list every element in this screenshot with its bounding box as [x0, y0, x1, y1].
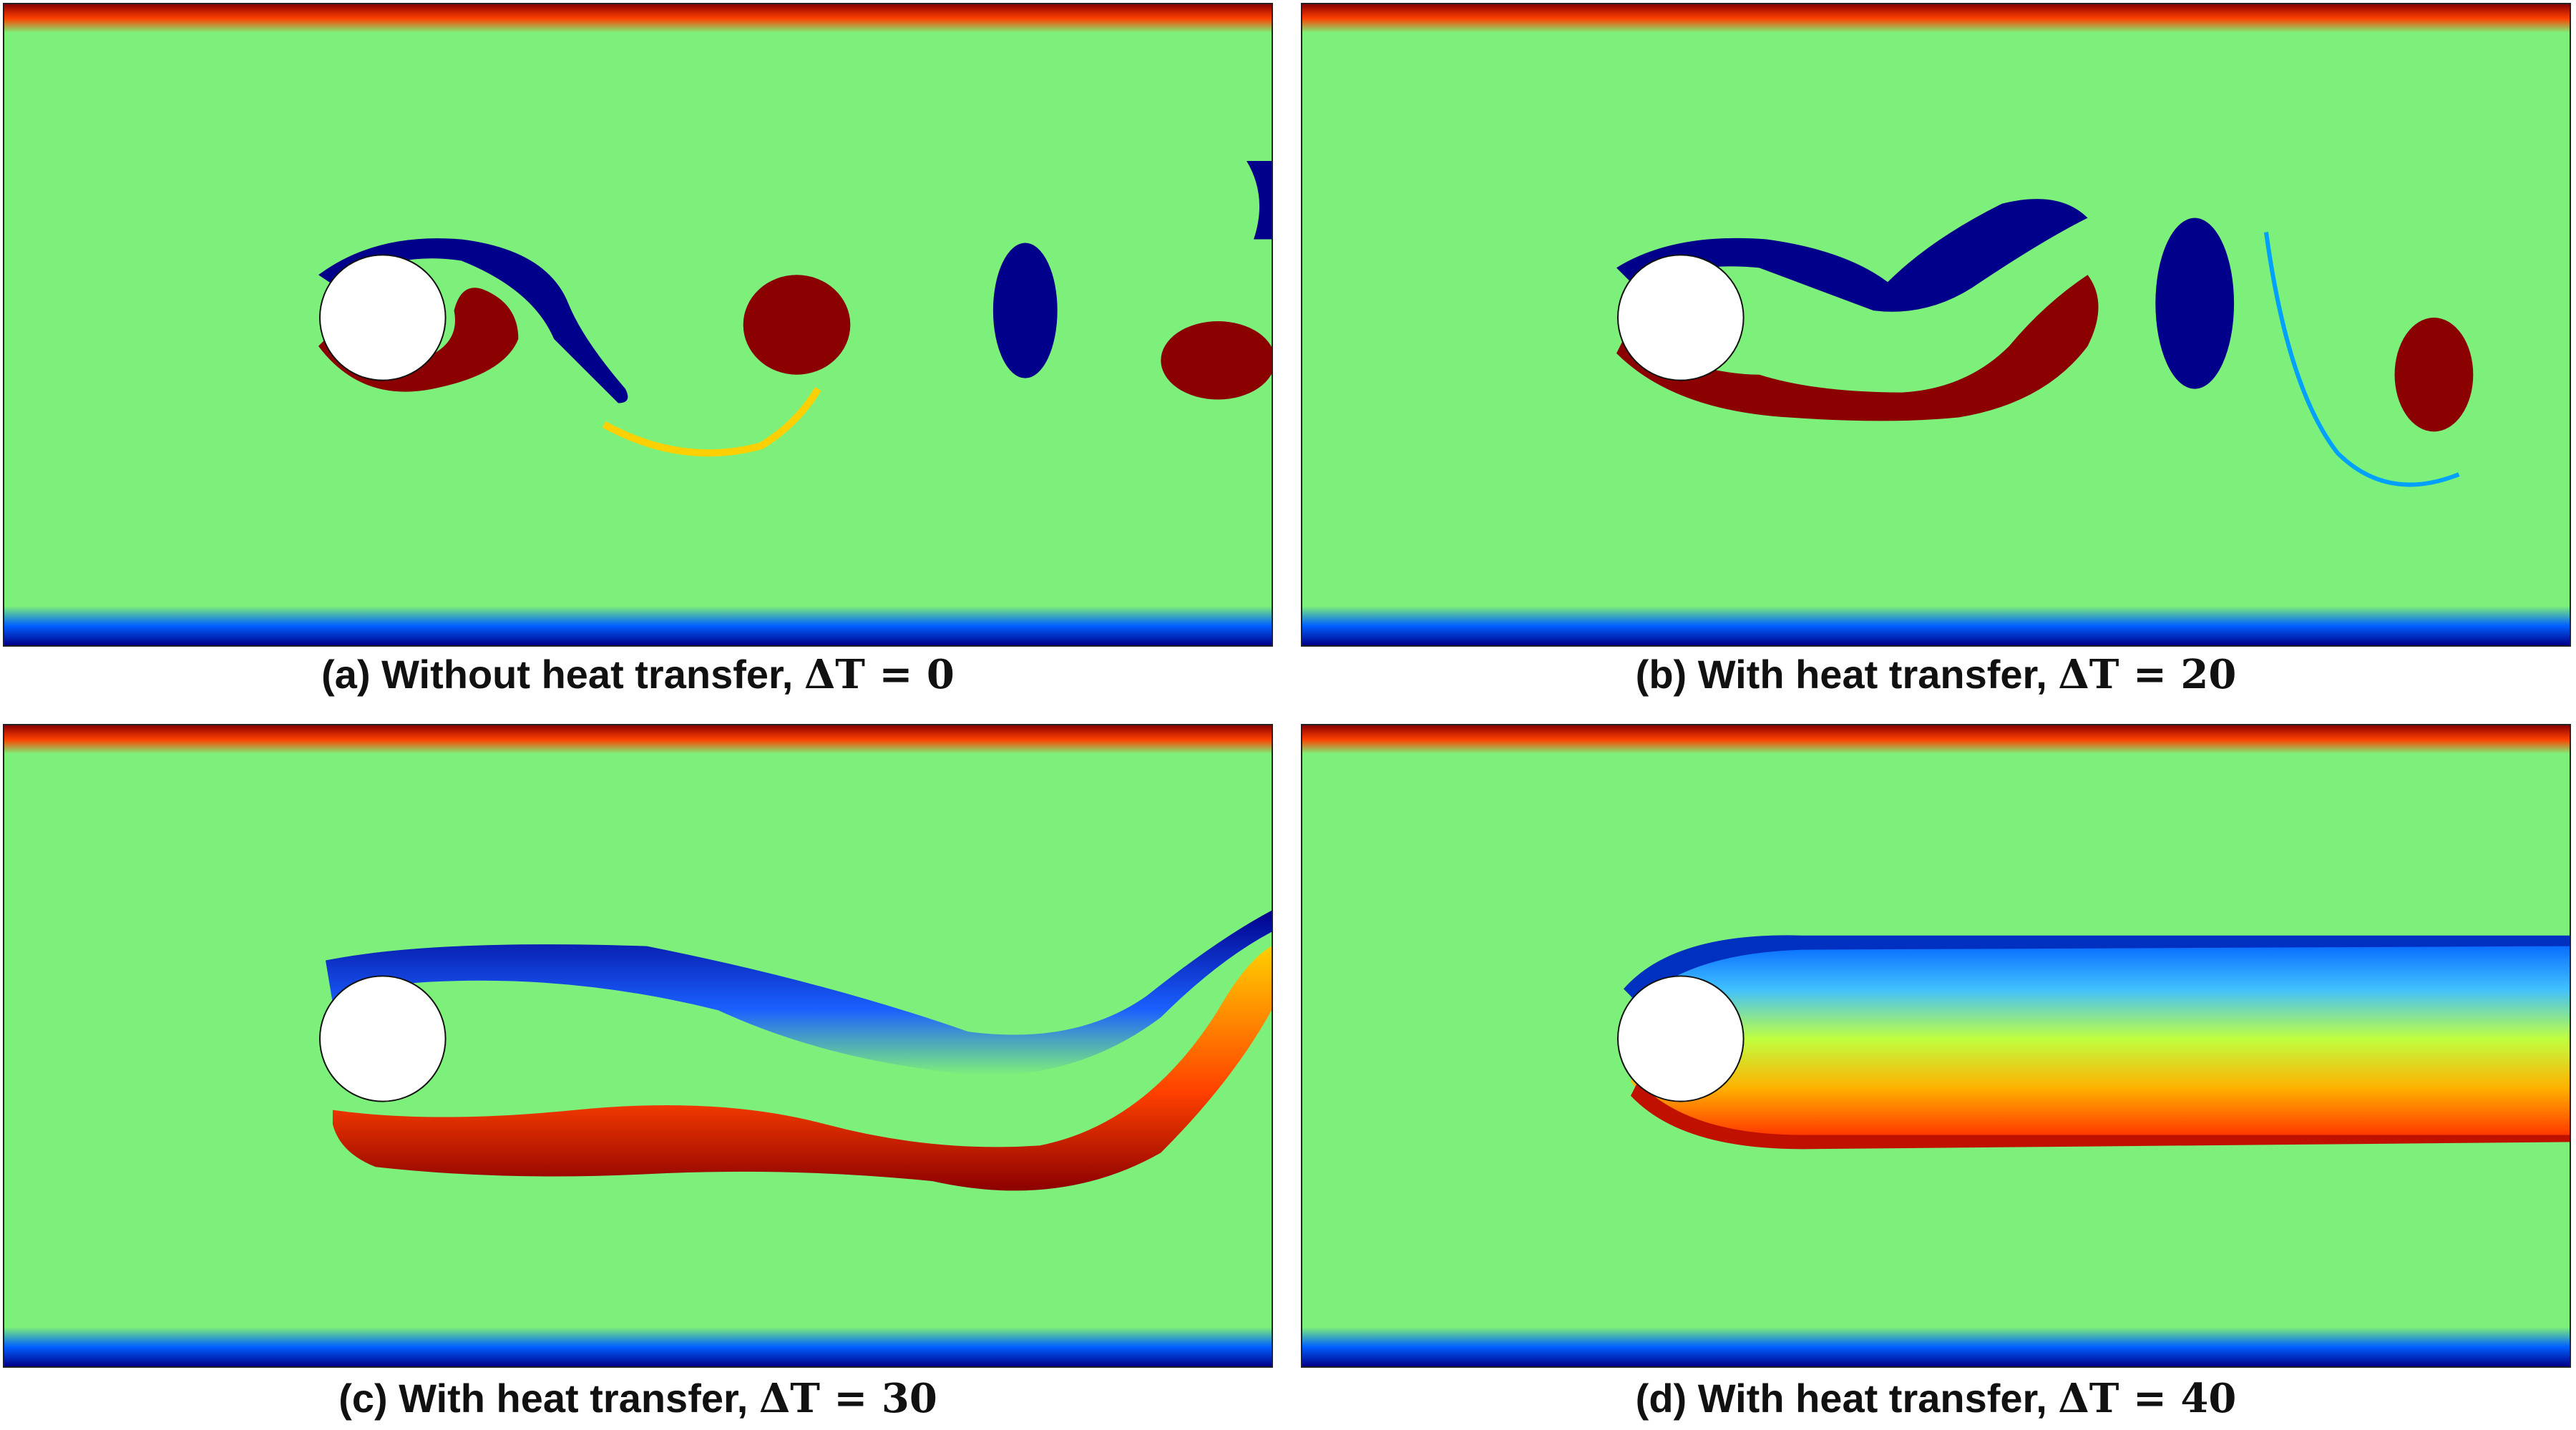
top-wall-layer	[4, 725, 1272, 754]
top-wall-layer	[1302, 725, 2570, 754]
caption-label: (b)	[1635, 652, 1687, 697]
vortex-red-1	[2394, 318, 2474, 432]
top-wall-layer	[1302, 4, 2570, 33]
caption-math: ΔT = 30	[758, 1375, 937, 1422]
caption-label: (a)	[321, 652, 371, 697]
vorticity-field-c	[4, 725, 1272, 1366]
vorticity-field-b	[1302, 4, 2570, 645]
caption-d: (d) With heat transfer, ΔT = 40	[1301, 1375, 2571, 1422]
shear-layer-upper	[1623, 935, 2570, 1004]
caption-text: With heat transfer,	[399, 1376, 748, 1421]
thin-shear-trace	[602, 387, 821, 457]
bottom-wall-layer	[1302, 606, 2570, 645]
caption-text: With heat transfer,	[1697, 652, 2047, 697]
top-wall-layer	[4, 4, 1272, 33]
vortex-blue-2	[1246, 161, 1272, 240]
caption-text: With heat transfer,	[1697, 1376, 2047, 1421]
bottom-wall-layer	[4, 1327, 1272, 1366]
vortex-red-1	[743, 275, 851, 375]
vorticity-panel-a	[3, 3, 1273, 647]
shear-layer-upper	[1616, 199, 2088, 312]
shear-layer-upper	[325, 910, 1272, 1075]
caption-c: (c) With heat transfer, ΔT = 30	[3, 1375, 1273, 1422]
cylinder	[319, 254, 447, 381]
cylinder	[1617, 254, 1745, 381]
shear-layer-upper	[318, 238, 628, 403]
caption-math: ΔT = 20	[2058, 651, 2237, 698]
caption-label: (d)	[1635, 1376, 1687, 1421]
thin-shear-trace	[2263, 232, 2460, 487]
caption-b: (b) With heat transfer, ΔT = 20	[1301, 651, 2571, 698]
shear-layer-lower	[1630, 1081, 2570, 1150]
caption-text: Without heat transfer,	[381, 652, 794, 697]
vortex-blue-1	[992, 243, 1058, 378]
bottom-wall-layer	[4, 606, 1272, 645]
vortex-red-2	[1161, 321, 1272, 400]
vorticity-panel-d	[1301, 724, 2571, 1368]
bottom-wall-layer	[1302, 1327, 2570, 1366]
vortex-blue-1	[2155, 217, 2235, 389]
caption-math: ΔT = 0	[804, 651, 955, 698]
cylinder	[319, 975, 447, 1102]
vorticity-panel-b	[1301, 3, 2571, 647]
vorticity-field-a	[4, 4, 1272, 645]
shear-layer-lower	[1616, 275, 2099, 421]
shear-layer-lower	[332, 946, 1272, 1191]
vorticity-field-d	[1302, 725, 2570, 1366]
caption-a: (a) Without heat transfer, ΔT = 0	[3, 651, 1273, 698]
caption-math: ΔT = 40	[2058, 1375, 2237, 1422]
vorticity-panel-c	[3, 724, 1273, 1368]
caption-label: (c)	[338, 1376, 388, 1421]
steady-wake	[1630, 939, 2570, 1139]
cylinder	[1617, 975, 1745, 1102]
